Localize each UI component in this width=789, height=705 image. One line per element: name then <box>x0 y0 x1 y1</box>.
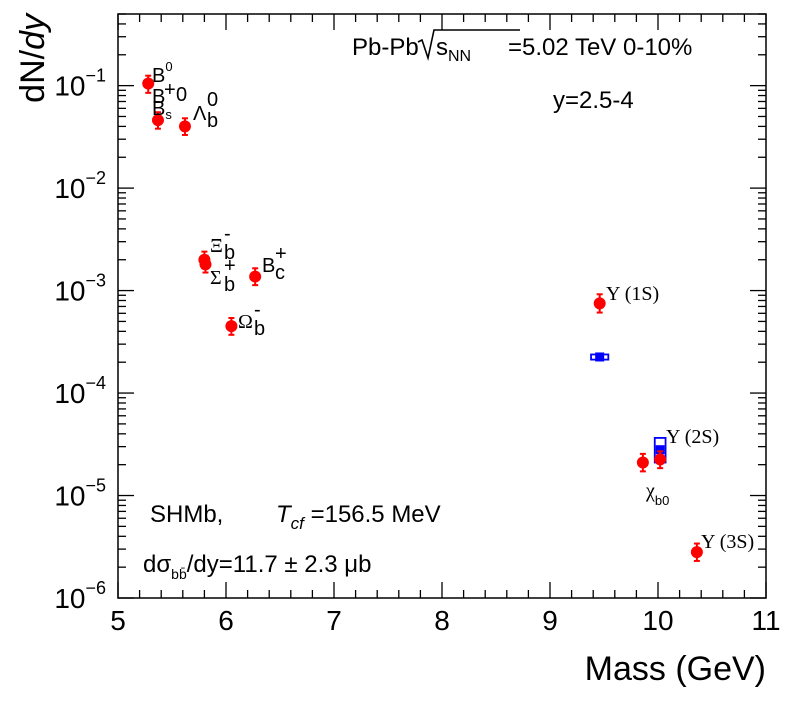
measurement-point <box>655 445 665 455</box>
label-b-plus: B <box>152 86 165 108</box>
x-tick-label: 9 <box>542 605 558 636</box>
label-lambda-b: Λ <box>193 103 207 125</box>
label-xi-sup: - <box>224 223 231 245</box>
data-point <box>249 270 262 283</box>
label-sigma-sup: + <box>224 255 236 277</box>
label-sigma-sub: b <box>224 274 235 296</box>
data-point <box>654 453 667 466</box>
y-tick-label: 10−5 <box>54 476 106 512</box>
label-bc-sup: + <box>275 243 287 265</box>
data-point <box>178 120 191 133</box>
x-tick-label: 5 <box>110 605 126 636</box>
label-b0: B0 <box>152 59 173 87</box>
label-omega-sup: - <box>254 299 261 321</box>
annotation-tcf: Tcf =156.5 MeV <box>276 501 441 533</box>
label-bc-sub: c <box>275 262 285 284</box>
annotation-xsec: dσbb̄/dy=11.7 ± 2.3 μb <box>143 551 371 582</box>
label-sigma-b: Σ <box>210 267 222 289</box>
y-tick-label: 10−1 <box>54 66 106 102</box>
x-tick-label: 7 <box>326 605 342 636</box>
label-b-zero: 0 <box>176 84 187 106</box>
y-tick-label: 10−2 <box>54 168 106 204</box>
label-xi-b: Ξ <box>210 235 223 257</box>
label-xi-sub: b <box>224 242 235 264</box>
annotation-rapidity: y=2.5-4 <box>553 87 634 114</box>
label-bs-sup: + <box>164 79 176 101</box>
x-tick-label: 8 <box>434 605 450 636</box>
label-chi-b0: χb0 <box>645 480 669 508</box>
x-tick-label: 6 <box>218 605 234 636</box>
y-tick-label: 10−6 <box>54 578 106 614</box>
data-point <box>151 114 164 127</box>
y-tick-label: 10−3 <box>54 271 106 307</box>
x-tick-label: 11 <box>751 605 780 636</box>
annotation-system: Pb-Pb <box>352 34 419 61</box>
annotation-energy: =5.02 TeV 0-10% <box>508 34 692 61</box>
sqrt-sign <box>417 29 520 62</box>
label-upsilon-1s: Υ (1S) <box>606 283 659 305</box>
label-upsilon-3s: Υ (3S) <box>701 531 754 553</box>
annotation-sqrt-s: sNN <box>436 34 471 65</box>
data-point <box>199 258 212 271</box>
label-upsilon-2s: Υ (2S) <box>666 426 719 448</box>
y-tick-label: 10−4 <box>54 373 106 409</box>
data-point <box>225 320 238 333</box>
label-lambda-sup: 0 <box>207 89 218 111</box>
label-lambda-sub: b <box>207 110 218 132</box>
x-tick-label: 10 <box>642 605 673 636</box>
data-point <box>142 77 155 90</box>
label-bs: Bs <box>152 98 172 122</box>
label-omega-sub: b <box>254 318 265 340</box>
data-point <box>690 546 703 559</box>
annotation-model: SHMb, <box>150 501 223 528</box>
label-bc: B <box>262 255 275 277</box>
label-omega-b: Ω <box>238 311 253 333</box>
y-axis-title: dN/dy <box>14 12 52 103</box>
data-point <box>636 456 649 469</box>
data-point <box>593 297 606 310</box>
x-axis-title: Mass (GeV) <box>585 650 766 688</box>
measurement-point <box>595 352 605 362</box>
